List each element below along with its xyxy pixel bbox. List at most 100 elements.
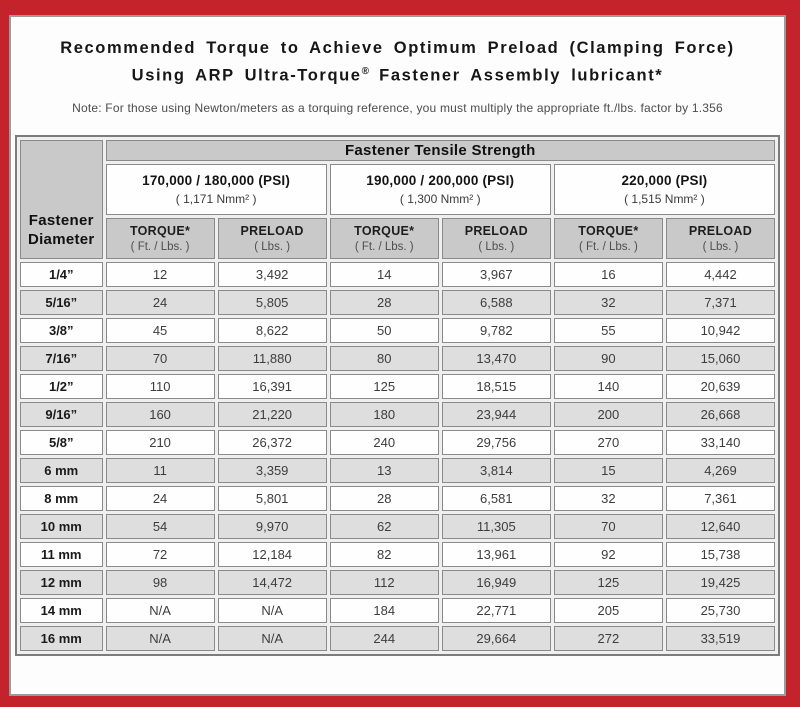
table-row: 1/4” 12 3,492 14 3,967 16 4,442 [20,262,775,287]
preload-label: PRELOAD [240,224,304,238]
torque-value-cell: 184 [329,598,439,623]
torque-value-cell: 70 [105,346,215,371]
psi-label: 170,000 / 180,000 (PSI) [142,173,291,188]
torque-label: TORQUE* [578,224,639,238]
torque-value-cell: 80 [329,346,439,371]
preload-value-cell: 11,305 [441,514,551,539]
preload-value-cell: 10,942 [665,318,775,343]
diameter-cell: 5/8” [20,430,103,455]
preload-value-cell: 29,664 [441,626,551,651]
torque-header-cell-1: TORQUE* ( Ft. / Lbs. ) [105,218,215,259]
table-row: 1/2” 110 16,391 125 18,515 140 20,639 [20,374,775,399]
preload-value-cell: 5,801 [217,486,327,511]
table-row: 12 mm 98 14,472 112 16,949 125 19,425 [20,570,775,595]
torque-value-cell: 125 [553,570,663,595]
preload-unit-label: ( Lbs. ) [478,241,515,253]
preload-value-cell: 12,640 [665,514,775,539]
torque-value-cell: 82 [329,542,439,567]
diameter-cell: 1/4” [20,262,103,287]
preload-value-cell: 15,738 [665,542,775,567]
diameter-cell: 9/16” [20,402,103,427]
torque-label: TORQUE* [129,224,191,238]
preload-value-cell: 5,805 [217,290,327,315]
torque-header-cell-3: TORQUE* ( Ft. / Lbs. ) [553,218,663,259]
psi-group-header-row: 170,000 / 180,000 (PSI) ( 1,171 Nmm² ) 1… [20,164,775,215]
fastener-diameter-label-line2: Diameter [27,231,95,248]
preload-value-cell: 13,470 [441,346,551,371]
torque-value-cell: 200 [553,402,663,427]
preload-value-cell: 11,880 [217,346,327,371]
torque-unit-label: ( Ft. / Lbs. ) [578,241,638,253]
title-line2-text: Using ARP Ultra-Torque [131,66,362,85]
preload-value-cell: 33,519 [665,626,775,651]
table-row: 11 mm 72 12,184 82 13,961 92 15,738 [20,542,775,567]
diameter-cell: 12 mm [20,570,103,595]
torque-unit-label: ( Ft. / Lbs. ) [354,241,414,253]
table-row: 6 mm 11 3,359 13 3,814 15 4,269 [20,458,775,483]
torque-preload-header-row: TORQUE* ( Ft. / Lbs. ) PRELOAD ( Lbs. ) … [20,218,775,259]
page-title-line2: Using ARP Ultra-Torque® Fastener Assembl… [11,60,784,88]
torque-value-cell: N/A [105,626,215,651]
preload-value-cell: 6,588 [441,290,551,315]
table-row: 5/16” 24 5,805 28 6,588 32 7,371 [20,290,775,315]
torque-value-cell: 70 [553,514,663,539]
torque-value-cell: 112 [329,570,439,595]
preload-value-cell: 12,184 [217,542,327,567]
torque-value-cell: 55 [553,318,663,343]
diameter-cell: 14 mm [20,598,103,623]
torque-value-cell: N/A [105,598,215,623]
psi-group-cell-170-180: 170,000 / 180,000 (PSI) ( 1,171 Nmm² ) [105,164,327,215]
preload-value-cell: 3,967 [441,262,551,287]
preload-value-cell: 21,220 [217,402,327,427]
preload-value-cell: N/A [217,626,327,651]
preload-value-cell: 3,359 [217,458,327,483]
preload-unit-label: ( Lbs. ) [702,241,739,253]
torque-value-cell: 110 [105,374,215,399]
psi-group-cell-190-200: 190,000 / 200,000 (PSI) ( 1,300 Nmm² ) [329,164,551,215]
torque-value-cell: 32 [553,290,663,315]
torque-header-cell-2: TORQUE* ( Ft. / Lbs. ) [329,218,439,259]
table-row: 14 mm N/A N/A 184 22,771 205 25,730 [20,598,775,623]
torque-table: Fastener Diameter Fastener Tensile Stren… [15,135,780,656]
preload-value-cell: 25,730 [665,598,775,623]
preload-header-cell-1: PRELOAD ( Lbs. ) [217,218,327,259]
preload-label: PRELOAD [688,224,753,238]
table-row: 3/8” 45 8,622 50 9,782 55 10,942 [20,318,775,343]
psi-label: 220,000 (PSI) [621,173,708,188]
page-title-line1: Recommended Torque to Achieve Optimum Pr… [60,39,735,57]
torque-value-cell: 45 [105,318,215,343]
preload-value-cell: 9,782 [441,318,551,343]
torque-value-cell: 11 [105,458,215,483]
torque-value-cell: 24 [105,486,215,511]
torque-value-cell: 270 [553,430,663,455]
torque-value-cell: 90 [553,346,663,371]
torque-value-cell: 180 [329,402,439,427]
title-block: Recommended Torque to Achieve Optimum Pr… [11,17,784,135]
preload-value-cell: 9,970 [217,514,327,539]
tensile-strength-header-row: Fastener Diameter Fastener Tensile Stren… [20,140,775,259]
table-row: 8 mm 24 5,801 28 6,581 32 7,361 [20,486,775,511]
torque-value-cell: 15 [553,458,663,483]
diameter-cell: 1/2” [20,374,103,399]
diameter-cell: 5/16” [20,290,103,315]
torque-value-cell: 92 [553,542,663,567]
tensile-strength-header-cell: Fastener Tensile Strength [105,140,775,161]
diameter-cell: 8 mm [20,486,103,511]
table-row: 9/16” 160 21,220 180 23,944 200 26,668 [20,402,775,427]
torque-value-cell: 240 [329,430,439,455]
torque-value-cell: 125 [329,374,439,399]
torque-value-cell: 160 [105,402,215,427]
preload-value-cell: 4,269 [665,458,775,483]
torque-value-cell: 210 [105,430,215,455]
psi-label: 190,000 / 200,000 (PSI) [366,173,515,188]
preload-unit-label: ( Lbs. ) [254,241,291,253]
preload-value-cell: 23,944 [441,402,551,427]
fastener-diameter-label-line1: Fastener [28,212,94,229]
conversion-note: Note: For those using Newton/meters as a… [72,100,723,115]
diameter-cell: 6 mm [20,458,103,483]
table-row: 5/8” 210 26,372 240 29,756 270 33,140 [20,430,775,455]
preload-value-cell: 7,361 [665,486,775,511]
preload-header-cell-3: PRELOAD ( Lbs. ) [665,218,775,259]
preload-value-cell: 16,391 [217,374,327,399]
preload-header-cell-2: PRELOAD ( Lbs. ) [441,218,551,259]
